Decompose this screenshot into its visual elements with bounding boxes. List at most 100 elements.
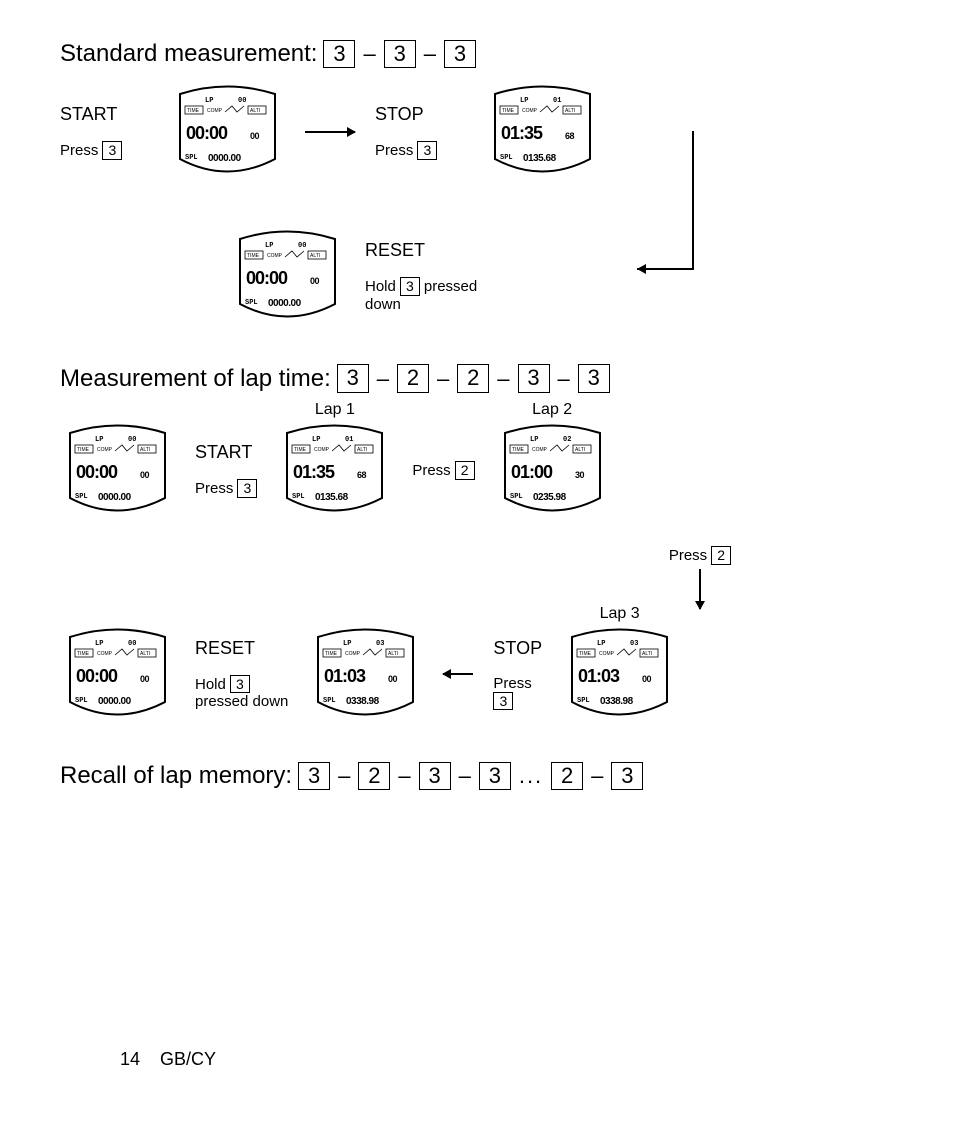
svg-text:COMP: COMP: [97, 651, 113, 657]
svg-text:00: 00: [388, 674, 398, 684]
svg-text:03: 03: [376, 640, 384, 648]
svg-text:SPL: SPL: [577, 697, 590, 705]
svg-text:00: 00: [250, 131, 260, 141]
dash: –: [361, 41, 377, 67]
svg-text:68: 68: [565, 131, 575, 141]
svg-text:TIME: TIME: [247, 253, 260, 259]
section-recall: Recall of lap memory: 3 – 2 – 3 – 3 ... …: [60, 762, 900, 790]
svg-text:00: 00: [298, 242, 306, 250]
svg-text:00:00: 00:00: [76, 666, 118, 686]
row-reset: LP 00 TIME COMP ALTI 00:00 00 SPL 0000.0…: [230, 229, 900, 324]
svg-text:TIME: TIME: [77, 447, 90, 453]
stop-action: STOP Press 3: [375, 104, 465, 160]
hold-line: Hold 3 pressed down: [365, 277, 477, 313]
svg-text:00: 00: [310, 276, 320, 286]
page-number: 14: [120, 1049, 140, 1070]
row-start-stop: START Press 3 LP 00 TIME COMP ALTI 00:00…: [60, 84, 900, 179]
arrow-right-icon: [305, 131, 355, 133]
svg-text:01:35: 01:35: [501, 123, 543, 143]
svg-text:0000.00: 0000.00: [208, 153, 242, 164]
press-line: Press 3: [60, 141, 122, 160]
svg-text:01: 01: [345, 436, 353, 444]
svg-text:00: 00: [128, 640, 136, 648]
row-lap-top: LP 00 TIME COMP ALTI 00:00 00 SPL 0000.0…: [60, 423, 900, 518]
heading-text: Recall of lap memory:: [60, 762, 292, 790]
svg-text:ALTI: ALTI: [565, 108, 575, 114]
svg-text:TIME: TIME: [502, 108, 515, 114]
lap2-label: Lap 2: [495, 401, 610, 419]
heading-text: Standard measurement:: [60, 40, 317, 68]
svg-text:SPL: SPL: [500, 154, 513, 162]
svg-text:00:00: 00:00: [76, 462, 118, 482]
svg-text:COMP: COMP: [345, 651, 361, 657]
svg-text:COMP: COMP: [267, 253, 283, 259]
svg-text:30: 30: [575, 470, 585, 480]
stop-action: STOP Press 3: [493, 638, 542, 711]
reset-action: RESET Hold 3 pressed down: [195, 638, 288, 711]
press2-action: Press 2: [412, 461, 474, 480]
svg-text:TIME: TIME: [579, 651, 592, 657]
svg-text:LP: LP: [265, 242, 273, 250]
reset-label: RESET: [365, 240, 425, 261]
heading-lap: Measurement of lap time: 3 – 2 – 2 – 3 –…: [60, 364, 900, 392]
arrow-down-icon: [699, 569, 701, 609]
press-line: Press 3: [375, 141, 437, 160]
svg-text:00:00: 00:00: [246, 268, 288, 288]
svg-text:0000.00: 0000.00: [98, 696, 132, 707]
svg-text:ALTI: ALTI: [310, 253, 320, 259]
svg-text:01: 01: [553, 97, 561, 105]
svg-text:COMP: COMP: [532, 447, 548, 453]
svg-text:SPL: SPL: [75, 493, 88, 501]
svg-text:0135.68: 0135.68: [523, 153, 557, 164]
section-standard-measurement: Standard measurement: 3 – 3 – 3 START Pr…: [60, 40, 900, 324]
watch-display: LP 00 TIME COMP ALTI 00:00 00 SPL 0000.0…: [230, 229, 345, 324]
dash: –: [422, 41, 438, 67]
svg-text:00: 00: [140, 674, 150, 684]
svg-text:SPL: SPL: [292, 493, 305, 501]
lap1-label: Lap 1: [277, 401, 392, 419]
svg-text:02: 02: [563, 436, 571, 444]
svg-text:00: 00: [642, 674, 652, 684]
watch-display: Lap 2 LP 02 TIME COMP ALTI 01:00 30 SPL …: [495, 423, 610, 518]
lap3-label: Lap 3: [562, 605, 677, 623]
svg-text:SPL: SPL: [75, 697, 88, 705]
svg-text:TIME: TIME: [325, 651, 338, 657]
svg-text:ALTI: ALTI: [250, 108, 260, 114]
watch-display: LP 03 TIME COMP ALTI 01:03 00 SPL 0338.9…: [308, 627, 423, 722]
svg-text:COMP: COMP: [314, 447, 330, 453]
svg-text:LP: LP: [205, 97, 213, 105]
svg-text:ALTI: ALTI: [357, 447, 367, 453]
svg-text:00: 00: [140, 470, 150, 480]
svg-text:SPL: SPL: [185, 154, 198, 162]
heading-standard: Standard measurement: 3 – 3 – 3: [60, 40, 900, 68]
svg-text:00:00: 00:00: [186, 123, 228, 143]
svg-text:COMP: COMP: [522, 108, 538, 114]
arrow-left-icon: [443, 673, 473, 675]
key-3: 3: [384, 40, 416, 68]
svg-text:SPL: SPL: [245, 299, 258, 307]
region-code: GB/CY: [160, 1049, 216, 1070]
svg-text:COMP: COMP: [207, 108, 223, 114]
svg-text:0338.98: 0338.98: [346, 696, 380, 707]
svg-text:ALTI: ALTI: [388, 651, 398, 657]
start-label: START: [60, 104, 117, 125]
svg-text:TIME: TIME: [77, 651, 90, 657]
svg-text:00: 00: [238, 97, 246, 105]
svg-text:ALTI: ALTI: [575, 447, 585, 453]
svg-text:LP: LP: [95, 640, 103, 648]
svg-text:LP: LP: [530, 436, 538, 444]
page-footer: 14 GB/CY: [120, 1049, 216, 1070]
watch-display: LP 00 TIME COMP ALTI 00:00 00 SPL 0000.0…: [170, 84, 285, 179]
svg-text:SPL: SPL: [323, 697, 336, 705]
svg-text:LP: LP: [597, 640, 605, 648]
heading-recall: Recall of lap memory: 3 – 2 – 3 – 3 ... …: [60, 762, 900, 790]
key-3: 3: [444, 40, 476, 68]
watch-display: LP 00 TIME COMP ALTI 00:00 00 SPL 0000.0…: [60, 423, 175, 518]
start-action: START Press 3: [60, 104, 150, 160]
row-lap-bottom: LP 00 TIME COMP ALTI 00:00 00 SPL 0000.0…: [60, 627, 900, 722]
stop-label: STOP: [375, 104, 424, 125]
svg-text:01:03: 01:03: [578, 666, 620, 686]
svg-text:LP: LP: [95, 436, 103, 444]
svg-text:LP: LP: [343, 640, 351, 648]
svg-text:COMP: COMP: [599, 651, 615, 657]
